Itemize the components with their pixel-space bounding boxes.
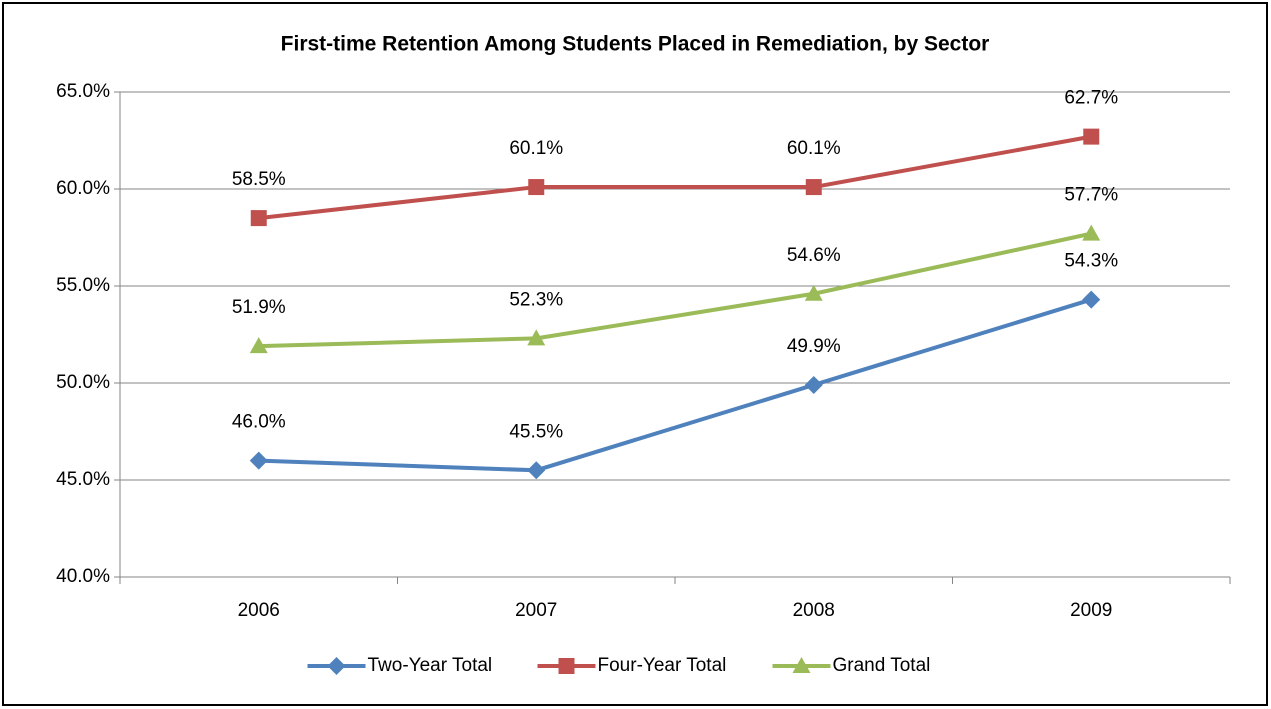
marker (804, 375, 823, 394)
marker (804, 284, 823, 301)
data-label: 58.5% (232, 169, 286, 190)
marker (528, 179, 545, 196)
marker (250, 210, 267, 227)
data-label: 49.9% (787, 336, 841, 357)
y-tick-label: 45.0% (56, 469, 110, 490)
marker (805, 179, 822, 196)
marker (249, 337, 268, 354)
chart-title: First-time Retention Among Students Plac… (281, 33, 990, 56)
series-line (258, 297, 1092, 473)
y-tick-label: 40.0% (56, 566, 110, 587)
data-label: 60.1% (509, 138, 563, 159)
data-label: 54.6% (787, 245, 841, 266)
data-label: 52.3% (509, 289, 563, 310)
y-tick-label: 60.0% (56, 178, 110, 199)
data-label: 51.9% (232, 297, 286, 318)
marker (249, 451, 268, 470)
marker (558, 658, 575, 674)
series-line (258, 134, 1092, 221)
marker (527, 329, 546, 346)
x-tick-label: 2009 (1070, 600, 1112, 621)
marker (1082, 290, 1101, 309)
y-tick-label: 55.0% (56, 275, 110, 296)
legend-label: Two-Year Total (368, 655, 493, 676)
data-label: 45.5% (509, 421, 563, 442)
x-tick-label: 2007 (515, 600, 557, 621)
x-tick-label: 2006 (238, 600, 280, 621)
marker (1083, 128, 1100, 145)
series-line (258, 231, 1092, 349)
x-tick-label: 2008 (793, 600, 835, 621)
marker (327, 657, 346, 675)
data-label: 54.3% (1064, 251, 1118, 272)
data-label: 62.7% (1064, 88, 1118, 109)
y-tick-label: 50.0% (56, 372, 110, 393)
y-tick-label: 65.0% (56, 81, 110, 102)
marker (1082, 224, 1101, 241)
data-label: 46.0% (232, 412, 286, 433)
data-label: 57.7% (1064, 185, 1118, 206)
marker (527, 461, 546, 480)
data-label: 60.1% (787, 138, 841, 159)
legend-label: Grand Total (833, 655, 931, 676)
marker (792, 657, 811, 673)
legend-label: Four-Year Total (598, 655, 727, 676)
